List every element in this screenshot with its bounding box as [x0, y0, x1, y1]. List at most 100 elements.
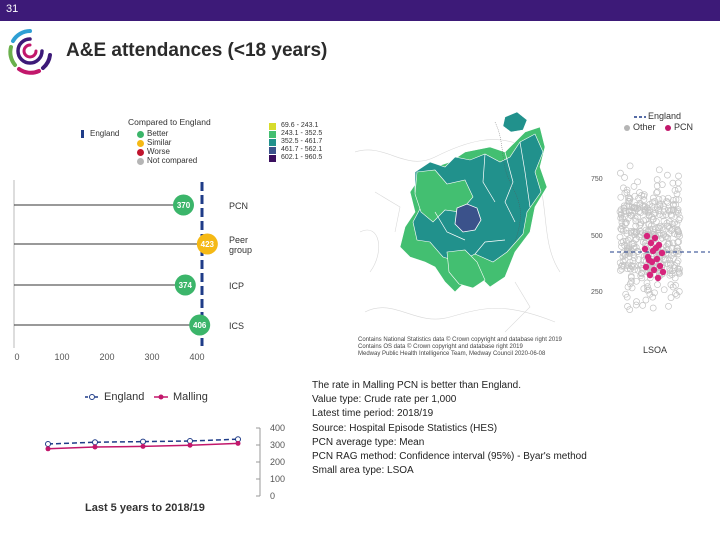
lsoa-other-point — [676, 265, 683, 273]
lsoa-other-point — [636, 199, 644, 207]
lsoa-other-point — [617, 206, 625, 213]
lsoa-other-point — [619, 258, 627, 265]
legend-worse: Worse — [147, 147, 170, 156]
lsoa-other-point — [632, 222, 640, 230]
lsoa-other-point — [628, 240, 636, 248]
lsoa-other-point — [662, 211, 670, 218]
lsoa-other-point — [628, 284, 636, 292]
lsoa-other-point — [671, 262, 678, 269]
other-swatch — [624, 125, 630, 131]
lsoa-other-point — [631, 262, 638, 270]
comparison-row-label: Peer — [229, 235, 248, 245]
trend-chart: 400 300 200 100 0 — [45, 423, 285, 501]
lsoa-tick-250: 250 — [591, 289, 603, 296]
lsoa-other-point — [667, 294, 675, 301]
header-bar: 31 — [0, 0, 720, 21]
lsoa-other-point — [653, 218, 660, 225]
lsoa-other-point — [623, 230, 631, 237]
lsoa-other-point — [640, 192, 648, 200]
compare-legend-england: England — [90, 129, 120, 138]
lsoa-pcn-point — [641, 245, 649, 253]
comparison-x-tick: 200 — [99, 352, 114, 362]
lsoa-other-point — [638, 270, 645, 278]
lsoa-other-point — [633, 298, 640, 305]
lsoa-pcn-point — [642, 263, 650, 271]
lsoa-other-point — [662, 233, 669, 240]
england-marker-swatch — [81, 130, 84, 138]
lsoa-legend-pcn: PCN — [674, 122, 694, 132]
lsoa-other-point — [676, 270, 683, 277]
lsoa-other-point — [672, 290, 679, 297]
lsoa-pcn-point — [650, 266, 658, 274]
lsoa-other-point — [620, 204, 628, 212]
lsoa-pcn-point — [647, 239, 655, 247]
lsoa-other-point — [634, 248, 642, 255]
trend-caption: Last 5 years to 2018/19 — [85, 502, 205, 514]
lsoa-other-point — [671, 264, 678, 272]
lsoa-other-point — [637, 228, 644, 235]
slide-number: 31 — [6, 3, 19, 15]
lsoa-other-point — [674, 231, 681, 239]
lsoa-other-point — [669, 225, 676, 233]
lsoa-other-point — [669, 179, 677, 187]
comparison-row-label: PCN — [229, 201, 248, 211]
lsoa-other-point — [664, 206, 672, 214]
lsoa-pcn-point — [658, 249, 666, 257]
lsoa-other-point — [630, 183, 638, 190]
lsoa-other-point — [654, 281, 661, 288]
info-line-6: PCN RAG method: Confidence interval (95%… — [312, 451, 587, 463]
lsoa-other-point — [664, 240, 672, 248]
lsoa-legend-other: Other — [633, 122, 656, 132]
lsoa-other-point — [622, 237, 630, 245]
lsoa-other-point — [642, 296, 650, 304]
malling-trend-point — [45, 446, 51, 452]
info-line-2: Value type: Crude rate per 1,000 — [312, 394, 457, 406]
comparison-value-label: 423 — [201, 240, 215, 249]
england-trend-point — [140, 438, 146, 445]
lsoa-other-point — [617, 193, 625, 201]
legend-not-compared: Not compared — [147, 156, 198, 165]
lsoa-other-point — [665, 302, 672, 310]
lsoa-other-point — [673, 220, 681, 228]
map-legend-label-4: 461.7 - 562.1 — [281, 146, 323, 153]
comparison-x-tick: 300 — [144, 352, 159, 362]
lsoa-other-point — [663, 219, 671, 227]
lsoa-other-point — [639, 238, 647, 246]
comparison-value-label: 406 — [193, 321, 207, 330]
not-compared-swatch — [137, 158, 144, 165]
lsoa-other-point — [667, 281, 675, 288]
lsoa-pcn-point — [656, 262, 664, 270]
map-legend-swatch-1 — [269, 123, 276, 130]
map-region-green-south — [446, 249, 486, 289]
worse-swatch — [137, 149, 144, 156]
lsoa-other-point — [620, 184, 627, 192]
lsoa-other-point — [674, 179, 682, 187]
lsoa-other-point — [618, 222, 626, 230]
trend-y-tick: 100 — [270, 474, 285, 484]
lsoa-other-point — [618, 243, 625, 250]
malling-trend-point — [92, 444, 98, 450]
comparison-point — [173, 194, 194, 216]
comparison-x-tick: 100 — [54, 352, 69, 362]
lsoa-other-point — [634, 178, 641, 186]
lsoa-other-point — [625, 209, 633, 216]
lsoa-other-point — [629, 208, 636, 216]
lsoa-other-point — [644, 283, 651, 290]
lsoa-other-point — [631, 254, 638, 262]
lsoa-other-point — [623, 219, 630, 226]
lsoa-other-point — [662, 233, 670, 241]
lsoa-other-point — [658, 224, 666, 231]
lsoa-other-point — [632, 217, 640, 225]
lsoa-other-point — [636, 189, 643, 196]
lsoa-other-point — [633, 277, 640, 285]
map-legend-swatch-5 — [269, 155, 276, 162]
lsoa-other-point — [674, 244, 682, 252]
lsoa-other-point — [641, 203, 649, 210]
map-legend-label-2: 243.1 - 352.5 — [281, 130, 323, 137]
lsoa-other-point — [659, 212, 667, 220]
lsoa-other-point — [632, 301, 640, 309]
malling-trend-point — [235, 440, 241, 446]
england-legend-line — [85, 394, 99, 400]
lsoa-other-point — [669, 283, 677, 291]
